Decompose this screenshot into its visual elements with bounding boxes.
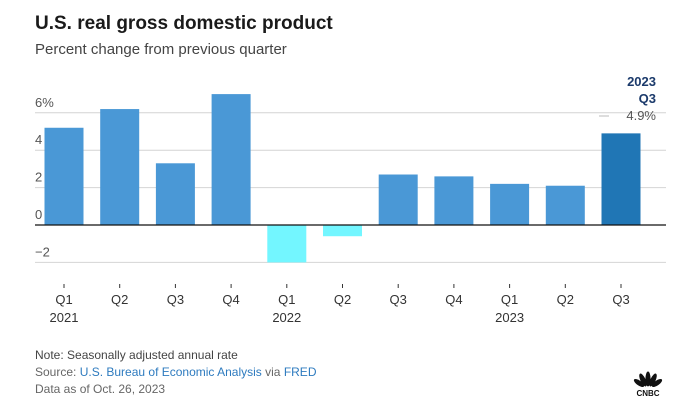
bar: [211, 94, 251, 225]
y-tick-label: 4: [35, 132, 42, 147]
x-tick-label: Q1: [278, 292, 295, 307]
callout-value: 4.9%: [626, 108, 656, 123]
source-link-bea[interactable]: U.S. Bureau of Economic Analysis: [79, 365, 262, 379]
footer-date: Data as of Oct. 26, 2023: [35, 382, 166, 396]
bar: [100, 109, 140, 225]
source-link-fred[interactable]: FRED: [283, 365, 317, 379]
y-tick-label: 2: [35, 170, 42, 185]
footer-note: Note: Seasonally adjusted annual rate: [35, 348, 238, 362]
footer: Note: Seasonally adjusted annual rate So…: [35, 347, 316, 398]
chart-subtitle: Percent change from previous quarter: [35, 41, 287, 58]
x-tick-year-label: 2023: [495, 310, 524, 325]
callout-quarter: Q3: [638, 91, 656, 106]
y-tick-label: 0: [35, 207, 42, 222]
footer-source: Source: U.S. Bureau of Economic Analysis…: [35, 364, 316, 381]
svg-text:CNBC: CNBC: [636, 389, 659, 397]
y-tick-label: 6%: [35, 95, 54, 110]
highlight-callout: 2023 Q3 4.9%: [626, 73, 656, 124]
x-tick-label: Q4: [222, 292, 239, 307]
bar: [378, 174, 418, 225]
y-tick-label: −2: [35, 244, 50, 259]
bar: [155, 163, 195, 225]
bar: [323, 225, 362, 237]
x-tick-year-label: 2021: [50, 310, 79, 325]
bar: [44, 127, 84, 225]
x-tick-year-label: 2022: [272, 310, 301, 325]
bar: [601, 133, 641, 225]
x-tick-label: Q2: [111, 292, 128, 307]
x-tick-label: Q1: [55, 292, 72, 307]
x-tick-label: Q3: [612, 292, 629, 307]
x-tick-label: Q3: [167, 292, 184, 307]
bar: [434, 176, 474, 225]
callout-year: 2023: [627, 74, 656, 89]
x-tick-label: Q4: [445, 292, 462, 307]
source-via: via: [261, 365, 284, 379]
bar: [490, 183, 530, 225]
x-tick-label: Q2: [557, 292, 574, 307]
x-tick-label: Q1: [501, 292, 518, 307]
bar: [267, 225, 307, 263]
chart-title: U.S. real gross domestic product: [35, 13, 333, 34]
x-tick-label: Q2: [334, 292, 351, 307]
x-tick-label: Q3: [390, 292, 407, 307]
cnbc-peacock-logo-icon: CNBC: [633, 371, 663, 397]
source-prefix: Source:: [35, 365, 80, 379]
bar: [545, 185, 585, 225]
